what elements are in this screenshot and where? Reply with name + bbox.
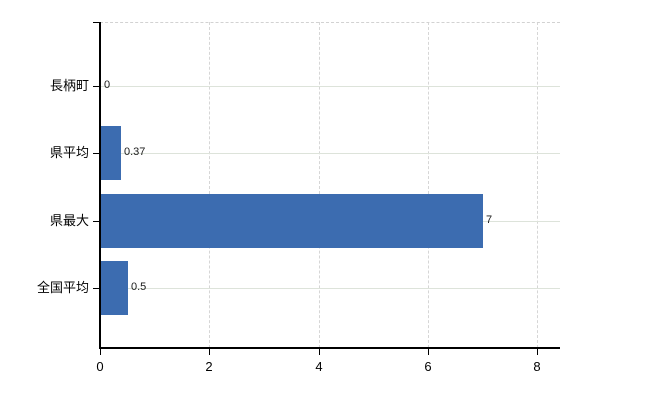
bar-value-label: 0 [104, 79, 111, 91]
bar [101, 194, 483, 248]
y-axis-tick [93, 288, 100, 289]
x-tick-label: 8 [533, 359, 541, 374]
horizontal-gridline [100, 153, 560, 154]
bar [101, 261, 128, 315]
bar-value-label: 0.5 [131, 281, 147, 293]
x-axis-tick [209, 349, 210, 355]
horizontal-gridline [100, 86, 560, 87]
y-axis-tick [93, 153, 100, 154]
category-label: 全国平均 [36, 280, 89, 295]
x-tick-label: 4 [315, 359, 323, 374]
x-axis-tick [537, 349, 538, 355]
category-label: 県最大 [49, 213, 89, 228]
horizontal-gridline [100, 288, 560, 289]
vertical-gridline [427, 22, 429, 348]
y-axis-tick [93, 86, 100, 87]
vertical-gridline [537, 22, 538, 348]
y-axis-tick [93, 221, 100, 222]
vertical-gridline [209, 22, 211, 348]
x-tick-label: 2 [205, 359, 213, 374]
bar [101, 126, 121, 180]
x-axis-tick [428, 349, 429, 355]
x-axis-tick [100, 349, 101, 355]
y-axis-line [99, 22, 101, 348]
y-axis-top-tick [93, 22, 100, 23]
x-axis-line [99, 347, 560, 349]
category-label: 長柄町 [49, 78, 89, 93]
plot-top-border [100, 22, 560, 23]
category-label: 県平均 [49, 145, 89, 160]
vertical-gridline [318, 22, 320, 348]
x-tick-label: 0 [96, 359, 104, 374]
bar-value-label: 7 [486, 214, 493, 226]
x-axis-tick [319, 349, 320, 355]
x-tick-label: 6 [424, 359, 432, 374]
bar-value-label: 0.37 [124, 146, 146, 158]
